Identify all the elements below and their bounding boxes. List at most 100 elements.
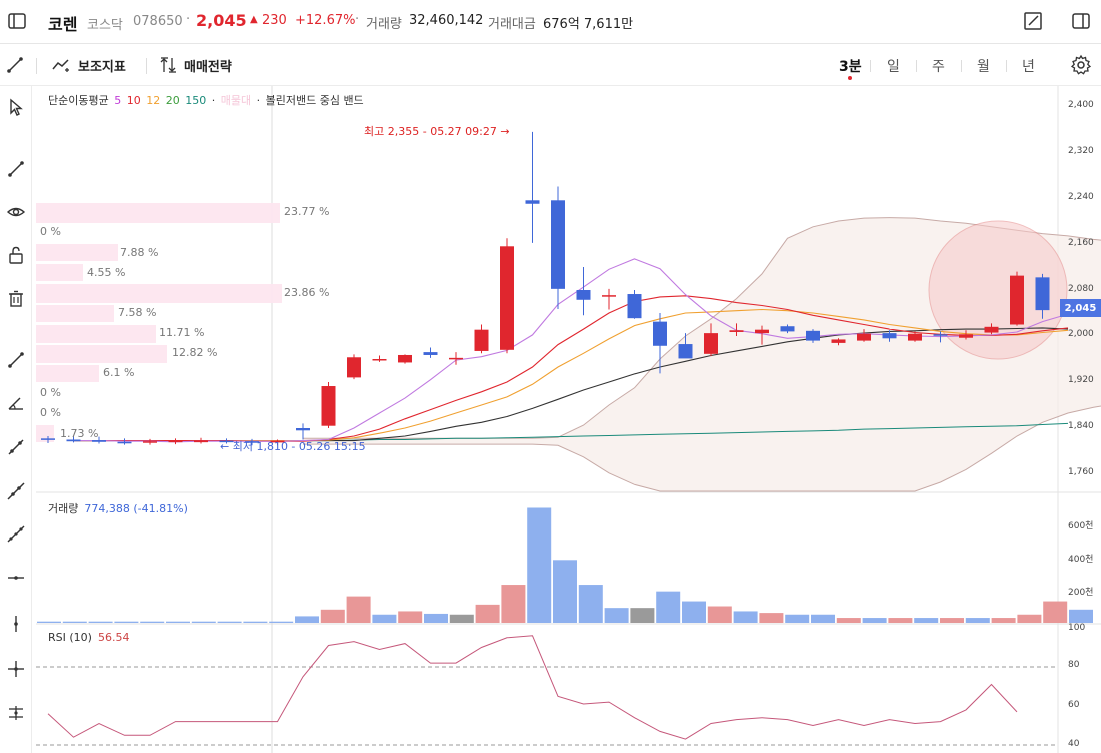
line-segment-icon[interactable] — [5, 349, 27, 371]
chart-toolbar: 보조지표 매매전략 3분 일 주 월 년 — [0, 44, 1101, 86]
volume-bar — [785, 614, 810, 623]
gear-icon[interactable] — [1070, 54, 1092, 76]
volume-profile-label: 4.55 % — [87, 266, 126, 279]
divider — [146, 58, 147, 74]
candle-body — [347, 357, 361, 378]
volume-bar — [166, 621, 190, 623]
stock-name: 코렌 — [48, 15, 78, 34]
rsi-legend-value: 56.54 — [97, 631, 130, 644]
price-axis-label: 2,400 — [1068, 100, 1094, 110]
candle-body — [984, 326, 999, 333]
cursor-icon[interactable] — [5, 96, 27, 118]
candle-body — [729, 330, 744, 332]
volume-bar — [140, 621, 165, 623]
volume-bar — [449, 614, 474, 623]
extended-line-icon[interactable] — [5, 480, 27, 502]
price-change: 230 — [262, 13, 287, 28]
candle-body — [525, 200, 540, 204]
panel-toggle-icon[interactable] — [1070, 10, 1092, 32]
edit-icon[interactable] — [1022, 10, 1044, 32]
candle-body — [219, 440, 234, 443]
sma-legend: 단순이동평균 5 10 12 20 150 · 매물대 · 볼린저밴드 중심 밴… — [48, 92, 366, 108]
volume-bar — [424, 613, 448, 623]
amount-label: 거래대금 — [488, 17, 536, 32]
volume-label: 거래량 — [366, 17, 402, 32]
candle-body — [933, 334, 948, 336]
separator-dot: · — [355, 12, 360, 27]
volume-legend: 거래량 774,388 (-41.81%) — [48, 500, 188, 516]
bollinger-band-fill — [303, 217, 1101, 491]
period-year[interactable]: 년 — [1022, 59, 1035, 75]
volume-bar — [295, 616, 319, 623]
volume-bar — [656, 591, 681, 623]
sma-legend-period-150: 150 — [185, 94, 207, 107]
volume-profile-bar — [36, 284, 282, 303]
volume-bar — [682, 601, 706, 623]
trash-icon[interactable] — [5, 288, 27, 310]
sidebar-toggle-icon[interactable] — [6, 10, 28, 32]
strategy-button[interactable]: 매매전략 — [158, 54, 232, 76]
rsi-axis-label: 100 — [1068, 623, 1086, 633]
period-week[interactable]: 주 — [932, 59, 945, 75]
volume-profile-label: 6.1 % — [103, 366, 135, 379]
stock-code: 078650 — [133, 14, 183, 29]
candle-body — [602, 295, 616, 297]
candle-body — [168, 440, 183, 443]
volume-bar — [243, 621, 268, 623]
period-day[interactable]: 일 — [887, 59, 900, 75]
price-axis-label: 2,160 — [1068, 238, 1094, 248]
multi-point-line-icon[interactable] — [5, 523, 27, 545]
channel-icon[interactable] — [5, 702, 27, 724]
candle-body — [908, 333, 922, 341]
sma-legend-period-12: 12 — [146, 94, 161, 107]
line-tool-icon[interactable] — [4, 54, 26, 76]
indicators-button[interactable]: 보조지표 — [52, 54, 126, 76]
period-month[interactable]: 월 — [977, 59, 990, 75]
volume-profile-label: 0 % — [40, 406, 61, 419]
candle-body — [500, 246, 514, 350]
horizontal-line-icon[interactable] — [5, 567, 27, 589]
rsi-axis-label: 80 — [1068, 660, 1080, 670]
trend-line-icon[interactable] — [5, 158, 27, 180]
sma-legend-period-10: 10 — [126, 94, 141, 107]
crosshair-icon[interactable] — [5, 658, 27, 680]
eye-icon[interactable] — [5, 201, 27, 223]
up-arrow-icon: ▲ — [250, 14, 258, 25]
volume-profile-label: 0 % — [40, 386, 61, 399]
period-3min[interactable]: 3분 — [839, 59, 862, 75]
volume-bar — [475, 604, 500, 623]
candle-body — [576, 290, 591, 300]
volume-profile-label: 11.71 % — [159, 326, 205, 339]
candle-body — [1010, 275, 1024, 325]
candle-body — [296, 428, 310, 431]
volume-axis-label: 200천 — [1068, 588, 1094, 598]
ray-line-icon[interactable] — [5, 436, 27, 458]
volume-profile-bar — [36, 203, 280, 223]
lock-icon[interactable] — [5, 244, 27, 266]
low-annotation: ← 최저 1,810 - 05.26 15:15 — [220, 440, 366, 453]
price-axis-label: 1,760 — [1068, 467, 1094, 477]
volume-bar — [914, 618, 939, 623]
vertical-line-icon[interactable] — [5, 613, 27, 635]
volume-profile-label: 0 % — [40, 225, 61, 238]
volume-bar — [37, 621, 61, 623]
volume-profile-bar — [36, 345, 167, 363]
candle-body — [882, 333, 897, 339]
angle-line-icon[interactable] — [5, 392, 27, 414]
sma-legend-period-20: 20 — [165, 94, 180, 107]
volume-bar — [501, 585, 526, 623]
divider — [870, 60, 871, 72]
volume-bar — [320, 609, 345, 623]
volume-bar — [888, 618, 913, 623]
divider — [916, 60, 917, 72]
volume-bar — [759, 613, 784, 623]
candle-body — [704, 333, 718, 354]
candle-body — [857, 333, 871, 341]
candle-body — [474, 329, 489, 351]
rsi-line — [47, 635, 1018, 740]
indicator-icon — [52, 59, 69, 72]
volume-bar — [217, 621, 242, 623]
candle-body — [627, 294, 642, 319]
candle-body — [92, 440, 106, 442]
